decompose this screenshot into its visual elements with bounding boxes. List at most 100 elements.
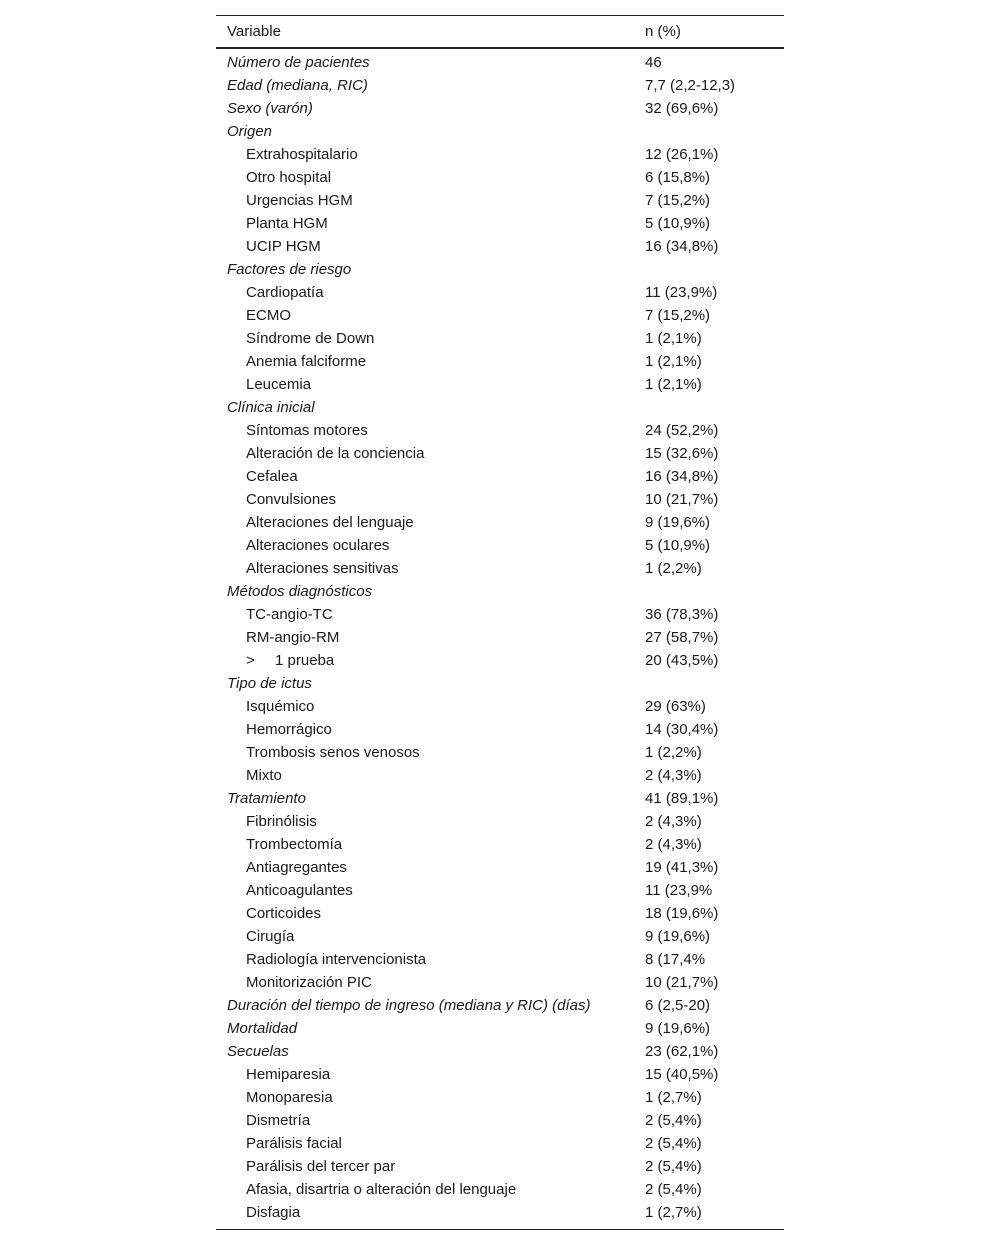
table-row-group: Número de pacientes 46	[216, 51, 784, 74]
row-value: 24 (52,2%)	[645, 422, 719, 439]
table-row: Síndrome de Down 1 (2,1%)	[216, 327, 784, 350]
row-label: >1 prueba	[216, 652, 645, 669]
row-value: 20 (43,5%)	[645, 652, 719, 669]
row-value: 7 (15,2%)	[645, 192, 711, 209]
row-value: 2 (5,4%)	[645, 1112, 702, 1129]
row-value: 10 (21,7%)	[645, 491, 719, 508]
row-label: Leucemia	[246, 376, 312, 393]
row-label: Trombectomía	[246, 836, 343, 853]
row-value: 2 (4,3%)	[645, 836, 702, 853]
row-label: Sexo (varón)	[227, 100, 313, 117]
row-label: Mortalidad	[227, 1020, 298, 1037]
row-label: Edad (mediana, RIC)	[227, 77, 368, 94]
row-value: 9 (19,6%)	[645, 514, 711, 531]
row-value: 11 (23,9%)	[645, 284, 718, 301]
table-row: Isquémico 29 (63%)	[216, 695, 784, 718]
row-label: ECMO	[246, 307, 291, 324]
row-label: Radiología intervencionista	[246, 951, 427, 968]
row-value: 2 (4,3%)	[645, 813, 702, 830]
table-row-group: Origen	[216, 120, 784, 143]
row-label: Otro hospital	[246, 169, 332, 186]
table-row: Corticoides 18 (19,6%)	[216, 902, 784, 925]
row-label-text: 1 prueba	[275, 652, 335, 669]
row-value: 46	[645, 54, 662, 71]
table-row-group: Métodos diagnósticos	[216, 580, 784, 603]
table-row: Cefalea 16 (34,8%)	[216, 465, 784, 488]
row-label: Alteraciones oculares	[246, 537, 390, 554]
row-label: Hemiparesia	[246, 1066, 331, 1083]
table-row: Afasia, disartria o alteración del lengu…	[216, 1178, 784, 1201]
row-value: 2 (5,4%)	[645, 1158, 702, 1175]
row-value: 32 (69,6%)	[645, 100, 719, 117]
row-label: Cardiopatía	[246, 284, 324, 301]
row-value: 9 (19,6%)	[645, 1020, 711, 1037]
table-row: Parálisis facial 2 (5,4%)	[216, 1132, 784, 1155]
row-label: RM-angio-RM	[246, 629, 340, 646]
table-row: Radiología intervencionista 8 (17,4%	[216, 948, 784, 971]
table-row: RM-angio-RM 27 (58,7%)	[216, 626, 784, 649]
row-label: Disfagia	[246, 1204, 301, 1221]
row-value: 9 (19,6%)	[645, 928, 711, 945]
greater-than-prefix: >	[246, 652, 255, 669]
row-value: 23 (62,1%)	[645, 1043, 719, 1060]
row-label: Extrahospitalario	[246, 146, 358, 163]
row-value: 1 (2,1%)	[645, 376, 702, 393]
row-label: Secuelas	[227, 1043, 289, 1060]
row-value: 1 (2,2%)	[645, 744, 702, 761]
row-value: 5 (10,9%)	[645, 537, 711, 554]
table-row: Hemorrágico 14 (30,4%)	[216, 718, 784, 741]
row-label: Isquémico	[246, 698, 315, 715]
table-row: Mixto 2 (4,3%)	[216, 764, 784, 787]
table-row-group: Tratamiento 41 (89,1%)	[216, 787, 784, 810]
header-variable: Variable	[227, 23, 281, 40]
row-value: 15 (40,5%)	[645, 1066, 719, 1083]
table-row: Dismetría 2 (5,4%)	[216, 1109, 784, 1132]
table-row: Trombosis senos venosos 1 (2,2%)	[216, 741, 784, 764]
row-value: 7 (15,2%)	[645, 307, 711, 324]
row-value: 2 (4,3%)	[645, 767, 702, 784]
table-row-group: Secuelas 23 (62,1%)	[216, 1040, 784, 1063]
table-row: Alteraciones sensitivas 1 (2,2%)	[216, 557, 784, 580]
row-label: Corticoides	[246, 905, 322, 922]
row-value: 6 (2,5-20)	[645, 997, 711, 1014]
table-row: Anemia falciforme 1 (2,1%)	[216, 350, 784, 373]
row-value: 10 (21,7%)	[645, 974, 719, 991]
table-row: Alteraciones del lenguaje 9 (19,6%)	[216, 511, 784, 534]
row-label: Urgencias HGM	[246, 192, 353, 209]
row-label: Anticoagulantes	[246, 882, 353, 899]
row-value: 1 (2,7%)	[645, 1089, 702, 1106]
table-row: >1 prueba 20 (43,5%)	[216, 649, 784, 672]
table-row: Monitorización PIC 10 (21,7%)	[216, 971, 784, 994]
row-value: 41 (89,1%)	[645, 790, 719, 807]
row-label: Convulsiones	[246, 491, 337, 508]
table-row: Urgencias HGM 7 (15,2%)	[216, 189, 784, 212]
table-row-group: Mortalidad 9 (19,6%)	[216, 1017, 784, 1040]
table-header: Variable n (%)	[216, 16, 784, 49]
data-table: Variable n (%) Número de pacientes 46 Edad…	[216, 15, 784, 1230]
row-value: 1 (2,7%)	[645, 1204, 702, 1221]
row-value: 2 (5,4%)	[645, 1135, 702, 1152]
row-value: 6 (15,8%)	[645, 169, 711, 186]
row-label: Antiagregantes	[246, 859, 347, 876]
row-value: 15 (32,6%)	[645, 445, 719, 462]
header-value: n (%)	[645, 23, 681, 40]
row-label: Dismetría	[246, 1112, 311, 1129]
row-label: Anemia falciforme	[246, 353, 367, 370]
table-row: Anticoagulantes 11 (23,9%	[216, 879, 784, 902]
row-label: Origen	[227, 123, 273, 140]
table-row-group: Edad (mediana, RIC) 7,7 (2,2-12,3)	[216, 74, 784, 97]
row-label: Cefalea	[246, 468, 298, 485]
row-label: Síndrome de Down	[246, 330, 375, 347]
row-value: 11 (23,9%	[645, 882, 713, 899]
table-row: Hemiparesia 15 (40,5%)	[216, 1063, 784, 1086]
row-label: Alteración de la conciencia	[246, 445, 425, 462]
table-row: Parálisis del tercer par 2 (5,4%)	[216, 1155, 784, 1178]
row-label: Clínica inicial	[227, 399, 315, 416]
row-label: Factores de riesgo	[227, 261, 352, 278]
row-value: 18 (19,6%)	[645, 905, 719, 922]
row-label: TC-angio-TC	[246, 606, 333, 623]
row-label: Mixto	[246, 767, 282, 784]
row-label: Duración del tiempo de ingreso (mediana …	[227, 997, 591, 1014]
row-value: 27 (58,7%)	[645, 629, 719, 646]
row-value: 19 (41,3%)	[645, 859, 719, 876]
